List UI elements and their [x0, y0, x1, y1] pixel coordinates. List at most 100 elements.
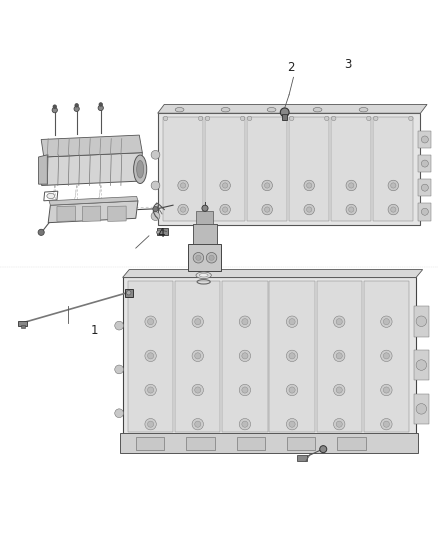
Circle shape — [195, 387, 201, 393]
Bar — [331, 117, 371, 221]
Polygon shape — [108, 206, 126, 221]
Circle shape — [148, 353, 154, 359]
Circle shape — [239, 418, 251, 430]
Circle shape — [416, 316, 427, 327]
Circle shape — [290, 116, 294, 120]
Ellipse shape — [137, 160, 144, 178]
Bar — [269, 281, 315, 432]
Circle shape — [304, 180, 314, 191]
Circle shape — [381, 418, 392, 430]
Polygon shape — [41, 135, 142, 157]
Circle shape — [367, 116, 371, 120]
Circle shape — [115, 321, 124, 330]
Circle shape — [307, 183, 312, 188]
Circle shape — [180, 183, 186, 188]
Text: 2: 2 — [287, 61, 295, 74]
Ellipse shape — [199, 273, 208, 277]
Circle shape — [145, 418, 156, 430]
Bar — [418, 131, 431, 148]
Bar — [188, 244, 221, 271]
Polygon shape — [48, 201, 138, 223]
Bar — [282, 114, 287, 120]
Circle shape — [75, 103, 78, 107]
Circle shape — [383, 421, 389, 427]
Circle shape — [289, 319, 295, 325]
Bar — [157, 229, 168, 235]
Circle shape — [242, 353, 248, 359]
Circle shape — [195, 353, 201, 359]
Circle shape — [383, 353, 389, 359]
Bar — [120, 433, 418, 453]
Circle shape — [381, 350, 392, 361]
Bar — [186, 437, 215, 450]
Bar — [373, 117, 413, 221]
Ellipse shape — [47, 193, 55, 199]
Circle shape — [421, 136, 428, 143]
Bar — [222, 281, 268, 432]
Polygon shape — [82, 206, 101, 221]
Circle shape — [334, 350, 345, 361]
Circle shape — [153, 206, 158, 212]
Circle shape — [332, 116, 336, 120]
Polygon shape — [57, 206, 75, 221]
Circle shape — [381, 316, 392, 327]
Circle shape — [374, 116, 378, 120]
Circle shape — [220, 180, 230, 191]
Ellipse shape — [175, 108, 184, 112]
Circle shape — [220, 204, 230, 215]
Ellipse shape — [134, 155, 147, 183]
Bar — [237, 437, 265, 450]
Circle shape — [336, 319, 343, 325]
Circle shape — [151, 212, 160, 221]
Circle shape — [421, 208, 428, 215]
Circle shape — [346, 204, 357, 215]
Circle shape — [115, 409, 124, 418]
Circle shape — [383, 387, 389, 393]
Circle shape — [115, 365, 124, 374]
Circle shape — [391, 207, 396, 212]
Circle shape — [286, 418, 298, 430]
Circle shape — [98, 106, 103, 110]
Circle shape — [409, 116, 413, 120]
Bar — [247, 117, 287, 221]
Circle shape — [265, 183, 270, 188]
Text: 3: 3 — [345, 58, 352, 71]
Bar — [158, 113, 420, 225]
Circle shape — [192, 418, 203, 430]
Circle shape — [336, 353, 343, 359]
Bar — [123, 278, 416, 435]
Bar — [205, 117, 245, 221]
Circle shape — [151, 181, 160, 190]
Polygon shape — [42, 152, 142, 185]
Circle shape — [192, 384, 203, 395]
Circle shape — [127, 290, 131, 295]
Bar — [136, 437, 164, 450]
Bar — [364, 281, 409, 432]
Bar — [125, 289, 133, 297]
Text: 1: 1 — [90, 324, 98, 336]
Circle shape — [99, 103, 102, 106]
Circle shape — [52, 108, 57, 113]
Circle shape — [74, 106, 79, 111]
Circle shape — [193, 253, 204, 263]
Circle shape — [247, 116, 252, 120]
Circle shape — [202, 205, 208, 211]
Circle shape — [145, 350, 156, 361]
Circle shape — [286, 350, 298, 361]
Circle shape — [145, 384, 156, 395]
Circle shape — [205, 116, 210, 120]
Circle shape — [416, 360, 427, 370]
Circle shape — [346, 180, 357, 191]
Circle shape — [421, 184, 428, 191]
Ellipse shape — [313, 108, 322, 112]
Circle shape — [239, 316, 251, 327]
Circle shape — [262, 204, 272, 215]
Circle shape — [195, 319, 201, 325]
Circle shape — [334, 316, 345, 327]
Bar — [414, 393, 429, 424]
Circle shape — [325, 116, 329, 120]
Circle shape — [334, 418, 345, 430]
Circle shape — [286, 316, 298, 327]
Circle shape — [242, 387, 248, 393]
Circle shape — [421, 160, 428, 167]
